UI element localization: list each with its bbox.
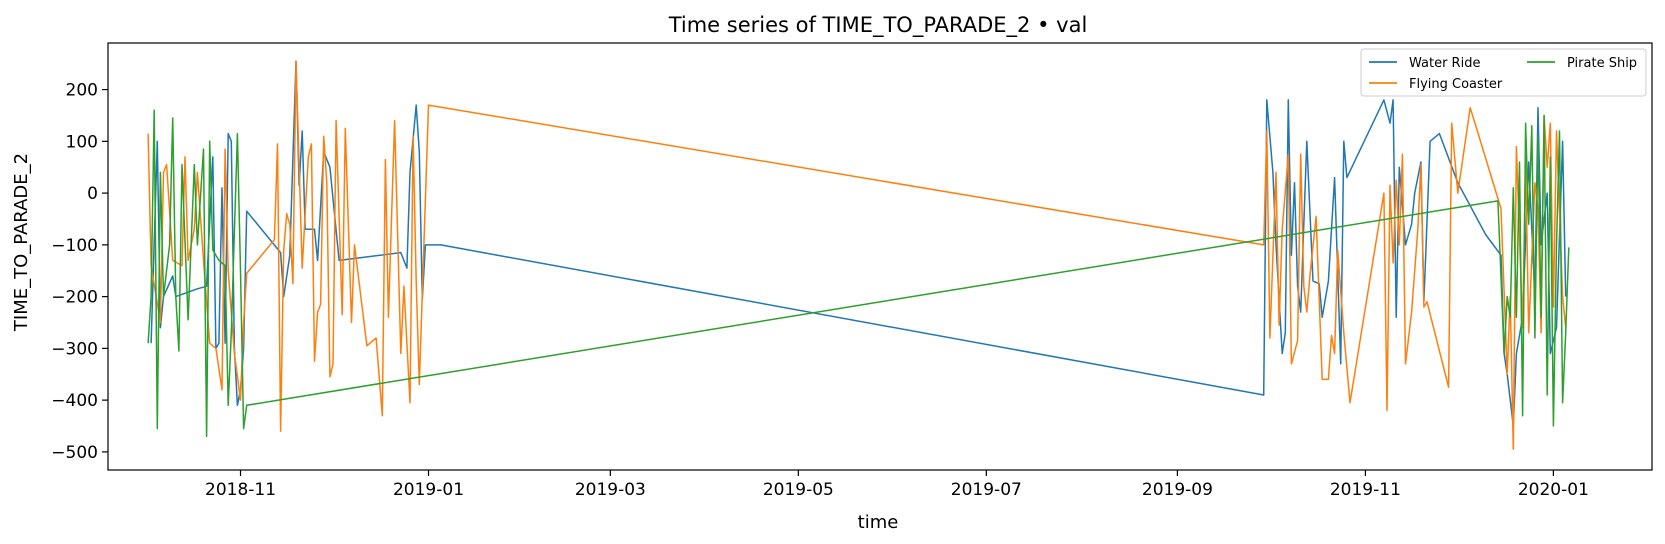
- x-axis-label: time: [858, 512, 899, 533]
- legend-label-pirate-ship: Pirate Ship: [1567, 56, 1637, 71]
- series-line-water-ride: [150, 60, 1567, 427]
- series-layer: [147, 60, 1570, 451]
- legend-label-water-ride: Water Ride: [1409, 56, 1480, 71]
- x-tick-label: 2019-07: [951, 480, 1022, 500]
- chart-title: Time series of TIME_TO_PARADE_2 • val: [668, 13, 1088, 38]
- x-tick-label: 2019-01: [393, 480, 464, 500]
- y-tick-label: 200: [66, 81, 98, 101]
- series-line-pirate-ship: [147, 109, 1570, 438]
- y-tick-label: −300: [51, 339, 98, 359]
- x-tick-label: 2019-03: [575, 480, 646, 500]
- x-tick-label: 2019-09: [1142, 480, 1213, 500]
- series-line-flying-coaster: [147, 60, 1567, 451]
- y-tick-label: −500: [51, 443, 98, 463]
- axes-layer: 2018-11 2019-01 2019-03 2019-05 2019-07 2019-…: [51, 42, 1653, 500]
- legend: Water Ride Flying Coaster Pirate Ship: [1360, 48, 1647, 97]
- y-tick-label: −400: [51, 391, 98, 411]
- legend-label-flying-coaster: Flying Coaster: [1409, 77, 1503, 92]
- y-tick-label: 0: [87, 184, 98, 204]
- legend-box: [1360, 48, 1647, 97]
- y-tick-label: −100: [51, 236, 98, 256]
- x-tick-label: 2019-11: [1330, 480, 1401, 500]
- plot-frame: [107, 42, 1653, 471]
- y-tick-label: 100: [66, 132, 98, 152]
- x-tick-label: 2020-01: [1518, 480, 1589, 500]
- y-tick-label: −200: [51, 288, 98, 308]
- y-axis-label: TIME_TO_PARADE_2: [11, 153, 32, 332]
- x-tick-label: 2018-11: [205, 480, 276, 500]
- x-tick-label: 2019-05: [763, 480, 834, 500]
